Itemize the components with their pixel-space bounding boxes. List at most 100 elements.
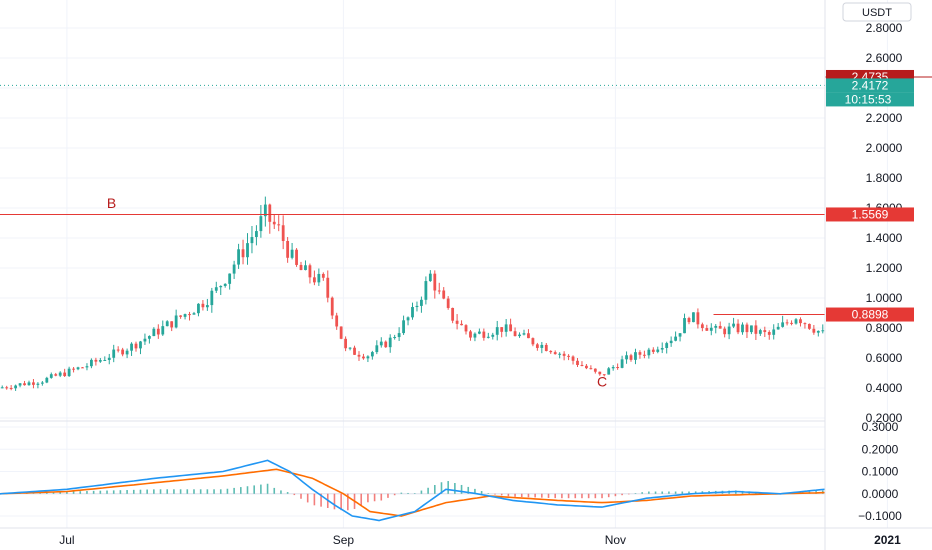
macd-histogram-bar (246, 486, 249, 494)
macd-histogram-bar (347, 493, 349, 511)
candle-body (125, 350, 129, 355)
candle-body (14, 385, 18, 389)
macd-histogram-bar (654, 491, 657, 494)
candle-body (312, 277, 316, 283)
candle-body (130, 343, 133, 351)
candle-body (807, 323, 811, 329)
currency-badge[interactable]: USDT (842, 2, 912, 22)
candle-body (183, 314, 187, 317)
candle-body (81, 367, 84, 369)
candle-body (98, 360, 102, 362)
macd-axis[interactable]: 0.3000 0.2000 0.1000 0.0000 −0.1000 (858, 420, 902, 523)
candle-body (228, 273, 232, 284)
macd-histogram-bar (126, 490, 128, 494)
price-tick-label: 1.4000 (866, 231, 903, 245)
candle-body (277, 224, 281, 226)
candle-body (857, 343, 860, 352)
candle-body (281, 225, 285, 241)
candle-body (402, 320, 405, 334)
candle-body (406, 317, 410, 321)
candle-body (754, 325, 758, 334)
candle-body (263, 204, 267, 217)
candle-body (602, 374, 606, 376)
candle-body (469, 331, 472, 338)
candle-body (255, 231, 258, 238)
candle-body (384, 341, 388, 348)
candle-body (647, 349, 651, 356)
candle-body (335, 315, 339, 327)
candle-body (246, 243, 249, 258)
macd-histogram-bar (909, 486, 911, 494)
macd-tick-label: 0.3000 (862, 420, 899, 434)
time-axis[interactable]: JulSepNov2021Mar (59, 533, 932, 547)
macd-histogram-bar (240, 487, 242, 494)
candle-body (741, 324, 744, 333)
time-tick-label: Nov (605, 533, 626, 547)
candle-body (853, 342, 856, 343)
macd-histogram-bar (92, 490, 95, 494)
macd-histogram-bar (266, 483, 269, 494)
candle-body (839, 334, 842, 335)
candle-body (598, 371, 602, 375)
candle-body (549, 350, 553, 353)
candle-body (803, 323, 807, 325)
candle-body (500, 327, 504, 332)
candle-body (656, 349, 660, 352)
candle-body (152, 328, 156, 337)
candle-body (437, 290, 441, 292)
candle-body (107, 357, 111, 360)
macd-histogram-bar (829, 491, 831, 494)
macd-histogram-bar (320, 493, 322, 507)
countdown-text: 10:15:53 (845, 92, 892, 106)
macd-histogram-bar (849, 493, 851, 494)
candle-body (174, 315, 178, 328)
macd-histogram-bar (547, 493, 550, 498)
candle-body (156, 328, 160, 335)
candle-body (816, 330, 820, 333)
candle-body (460, 323, 463, 326)
candle-body (625, 355, 628, 360)
candle-body (299, 264, 303, 271)
candle-body (812, 328, 816, 333)
price-tick-label: 0.8000 (866, 321, 903, 335)
candle-body (339, 326, 343, 339)
candle-body (272, 221, 276, 225)
macd-histogram-bar (440, 482, 443, 494)
price-label-badge (826, 307, 914, 322)
candle-body (286, 240, 290, 258)
macd-histogram-bar (79, 491, 82, 494)
candle-body (223, 283, 227, 286)
macd-histogram-bar (166, 489, 169, 494)
candle-body (379, 341, 383, 346)
candle-body (611, 367, 615, 369)
candle-body (758, 330, 762, 334)
candle-body (455, 320, 459, 324)
macd-histogram-bar (427, 487, 429, 494)
price-tick-label: 0.6000 (866, 351, 903, 365)
macd-histogram-bar (627, 493, 630, 495)
candle-body (651, 349, 655, 352)
candle-body (799, 319, 802, 324)
candle-body (27, 382, 31, 386)
macd-histogram-bar (688, 491, 690, 494)
candle-body (36, 383, 40, 385)
candle-body (928, 271, 931, 284)
macd-histogram-bar (541, 493, 543, 498)
candle-body (567, 355, 570, 357)
candle-body (321, 273, 325, 278)
candle-body (330, 297, 334, 316)
candle-body (687, 318, 691, 323)
macd-histogram (0, 481, 911, 511)
macd-histogram-bar (153, 489, 155, 494)
candle-body (451, 307, 455, 321)
candle-body (826, 330, 829, 334)
macd-histogram-bar (367, 493, 369, 503)
candle-body (495, 327, 499, 335)
candle-body (397, 333, 401, 338)
candle-body (433, 273, 437, 291)
candle-body (9, 388, 13, 390)
candle-body (45, 377, 49, 383)
candle-body (732, 323, 735, 327)
candle-body (794, 319, 798, 324)
candle-body (513, 331, 517, 337)
